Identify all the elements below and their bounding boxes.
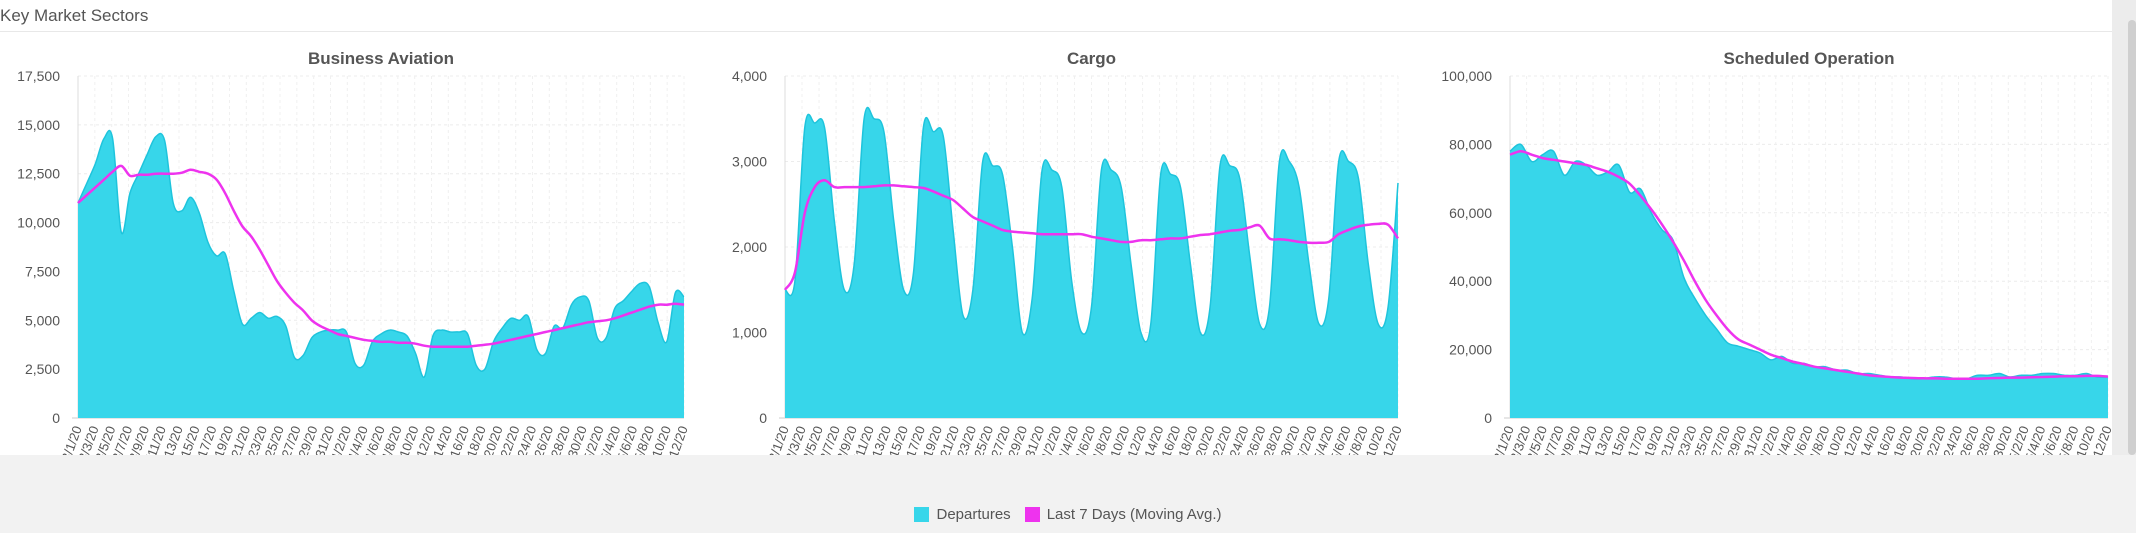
y-tick-label: 0 <box>52 410 60 426</box>
title-divider <box>0 31 2112 32</box>
y-tick-label: 5,000 <box>25 312 60 328</box>
y-tick-label: 0 <box>1484 410 1492 426</box>
y-tick-label: 10,000 <box>17 215 60 231</box>
panel-title: Key Market Sectors <box>0 6 149 25</box>
chart-title: Business Aviation <box>308 49 454 68</box>
legend-item-departures[interactable]: Departures <box>914 505 1011 523</box>
y-tick-label: 2,000 <box>732 239 767 255</box>
chart-title: Cargo <box>1067 49 1116 68</box>
departures-area <box>1510 144 2108 419</box>
legend-item-moving-avg[interactable]: Last 7 Days (Moving Avg.) <box>1024 505 1222 523</box>
y-tick-label: 60,000 <box>1449 205 1492 221</box>
moving-avg-line <box>783 179 1400 291</box>
moving-avg-swatch <box>1024 506 1040 522</box>
y-tick-label: 20,000 <box>1449 342 1492 358</box>
y-tick-label: 15,000 <box>17 117 60 133</box>
y-tick-label: 80,000 <box>1449 136 1492 152</box>
departures-area <box>78 130 684 418</box>
y-tick-label: 1,000 <box>732 325 767 341</box>
y-tick-label: 2,500 <box>25 361 60 377</box>
y-tick-label: 0 <box>759 410 767 426</box>
scrollbar-thumb[interactable] <box>2128 20 2136 455</box>
chart-legend: Departures Last 7 Days (Moving Avg.) <box>0 498 2136 530</box>
y-tick-label: 40,000 <box>1449 273 1492 289</box>
chart-title: Scheduled Operation <box>1724 49 1895 68</box>
chart-scheduled-operation: Scheduled Operation 0 20,000 40,000 60,000 80… <box>1441 49 2112 455</box>
departures-line <box>77 129 685 378</box>
charts-area: Business Aviation 0 2,500 5,000 7,500 10,000 1… <box>17 49 2112 455</box>
y-tick-label: 12,500 <box>17 166 60 182</box>
departures-line <box>784 106 1399 343</box>
chart-business-aviation: Business Aviation 0 2,500 5,000 7,500 10,000 1… <box>17 49 691 455</box>
y-tick-label: 17,500 <box>17 68 60 84</box>
moving-avg-line <box>77 164 685 348</box>
legend-label-moving-avg: Last 7 Days (Moving Avg.) <box>1046 505 1222 523</box>
y-tick-label: 3,000 <box>732 154 767 170</box>
legend-label-departures: Departures <box>936 505 1011 523</box>
chart-cargo: Cargo01,0002,0003,0004,0003/1/203/3/203/… <box>732 49 1405 455</box>
departures-swatch <box>914 506 930 522</box>
y-tick-label: 7,500 <box>25 263 60 279</box>
departures-area <box>785 107 1398 419</box>
y-tick-label: 100,000 <box>1441 68 1492 84</box>
y-tick-label: 4,000 <box>732 68 767 84</box>
moving-avg-line <box>1509 149 2109 380</box>
